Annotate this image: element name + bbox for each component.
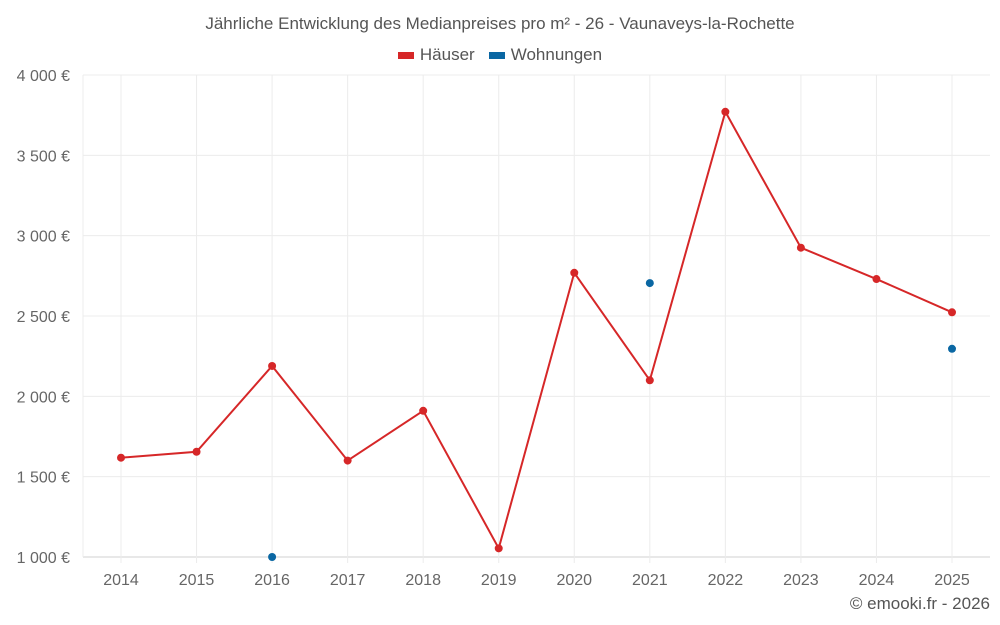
y-tick-label: 1 500 €	[17, 470, 70, 487]
data-point[interactable]	[872, 275, 881, 284]
series-layer	[117, 107, 956, 561]
credit-text: © emooki.fr - 2026	[849, 594, 990, 613]
x-tick-label: 2019	[481, 572, 517, 589]
y-tick-label: 1 000 €	[17, 550, 70, 567]
legend: Häuser Wohnungen	[0, 45, 1000, 65]
data-point[interactable]	[343, 456, 352, 465]
series-line	[120, 109, 953, 551]
legend-swatch-haeuser-icon	[397, 51, 414, 59]
data-point[interactable]	[192, 447, 201, 456]
legend-label-haeuser: Häuser	[419, 45, 475, 64]
data-point[interactable]	[948, 308, 956, 317]
legend-item-haeuser[interactable]: Häuser	[397, 45, 475, 65]
data-point[interactable]	[645, 376, 654, 385]
y-tick-label: 4 000 €	[17, 68, 70, 85]
y-axis: 1 000 € 1 500 € 2 000 € 2 500 € 3 000 € 3 500…	[17, 68, 70, 567]
chart-title: Jährliche Entwicklung des Medianpreises …	[205, 14, 795, 33]
data-point[interactable]	[796, 243, 805, 252]
x-tick-label: 2020	[556, 572, 592, 589]
y-tick-label: 2 500 €	[17, 309, 70, 326]
x-tick-label: 2018	[405, 572, 441, 589]
gridlines	[82, 74, 990, 563]
x-tick-label: 2022	[708, 572, 744, 589]
data-point[interactable]	[721, 107, 730, 116]
x-tick-label: 2017	[330, 572, 366, 589]
legend-label-wohnungen: Wohnungen	[510, 45, 603, 64]
x-tick-label: 2024	[859, 572, 895, 589]
x-tick-label: 2021	[632, 572, 668, 589]
x-tick-label: 2015	[179, 572, 215, 589]
y-tick-label: 2 000 €	[17, 389, 70, 406]
x-tick-label: 2014	[103, 572, 139, 589]
x-tick-label: 2016	[254, 572, 290, 589]
x-tick-label: 2025	[934, 572, 970, 589]
data-point[interactable]	[494, 544, 503, 553]
data-point[interactable]	[117, 453, 125, 462]
data-point[interactable]	[268, 361, 277, 370]
data-point[interactable]	[570, 268, 579, 277]
legend-item-wohnungen[interactable]: Wohnungen	[488, 45, 603, 65]
y-tick-label: 3 000 €	[17, 229, 70, 246]
x-axis: 2014 2015 2016 2017 2018 2019 2020 2021 2022 2023…	[103, 572, 970, 589]
x-tick-label: 2023	[783, 572, 819, 589]
data-point[interactable]	[419, 406, 428, 415]
data-point[interactable]	[268, 553, 277, 561]
data-point[interactable]	[948, 344, 956, 353]
y-tick-label: 3 500 €	[17, 148, 70, 165]
legend-swatch-wohnungen-icon	[488, 51, 505, 59]
data-point[interactable]	[645, 279, 654, 288]
